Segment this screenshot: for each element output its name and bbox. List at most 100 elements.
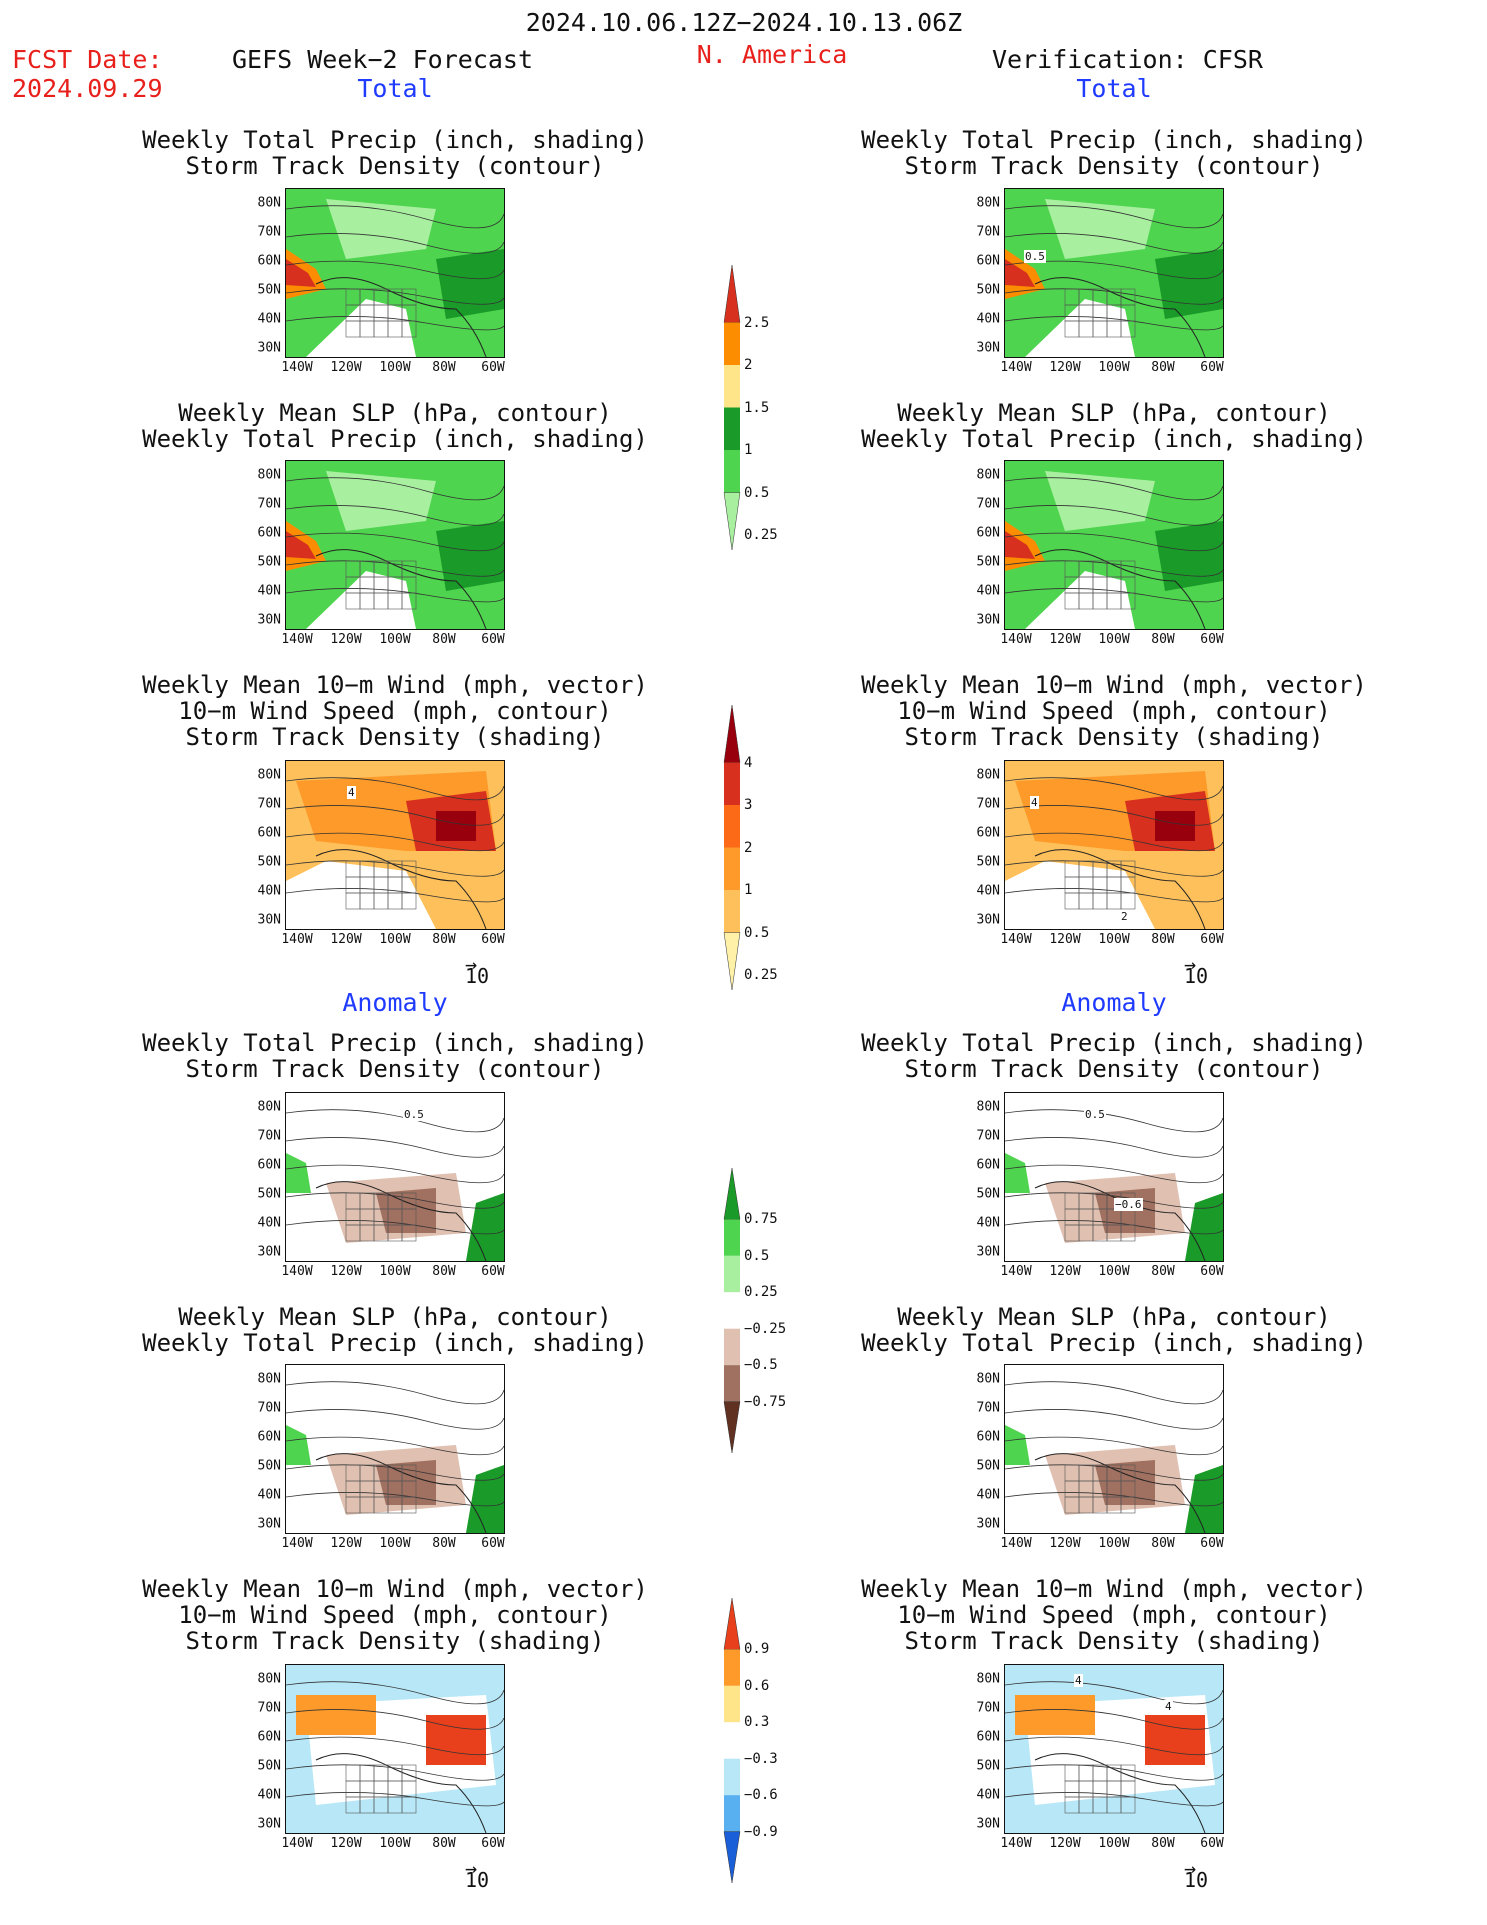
colorbar-cap <box>723 705 741 763</box>
contour-line <box>1005 888 1223 903</box>
lat-tick-label: 40N <box>976 883 1000 899</box>
state-border <box>1092 320 1108 338</box>
lon-tick-label: 100W <box>1098 1536 1130 1551</box>
contour-line <box>286 860 504 877</box>
lat-tick-label: 50N <box>257 554 281 570</box>
panel-title-line: 10−m Wind Speed (mph, contour) <box>897 697 1331 725</box>
lon-tick-label: 80W <box>432 1536 456 1551</box>
colorbar-segment <box>724 1255 740 1293</box>
map-svg <box>286 1093 504 1261</box>
lat-tick-label: 70N <box>257 496 281 512</box>
lon-tick-label: 120W <box>1049 360 1081 375</box>
lat-tick-label: 30N <box>976 1516 1000 1532</box>
contour-line <box>286 505 504 526</box>
panel-title-line: 10−m Wind Speed (mph, contour) <box>178 697 612 725</box>
colorbar-label: 2.5 <box>744 314 770 331</box>
colorbar-segment <box>724 407 740 450</box>
map-svg <box>1005 189 1223 357</box>
panel-title-line: Weekly Mean 10−m Wind (mph, vector) <box>142 1575 648 1603</box>
contour-line <box>286 1464 504 1481</box>
lon-tick-label: 60W <box>1200 632 1224 647</box>
verification-label: Verification: CFSR <box>992 45 1263 74</box>
map-svg <box>1005 1665 1223 1833</box>
lon-tick-label: 140W <box>1000 360 1032 375</box>
panel-title-line: Weekly Mean 10−m Wind (mph, vector) <box>861 671 1367 699</box>
contour-line <box>1005 1709 1223 1730</box>
contour-line <box>286 1681 504 1705</box>
panel-title: Weekly Total Precip (inch, shading) Storm… <box>142 127 648 179</box>
state-border <box>1120 320 1136 338</box>
state-border <box>1092 304 1108 322</box>
colorbar-label: −0.9 <box>744 1823 778 1840</box>
lat-tick-label: 60N <box>257 1729 281 1745</box>
colorbar-segment <box>724 1649 740 1686</box>
vector-arrow-icon: → <box>1184 952 1197 976</box>
colorbar-label: −0.5 <box>744 1357 778 1374</box>
state-border <box>1078 592 1094 610</box>
contour-line <box>286 1736 504 1756</box>
lon-tick-label: 120W <box>330 1536 362 1551</box>
state-border <box>1092 892 1108 910</box>
lon-tick-label: 80W <box>1151 1536 1175 1551</box>
colorbar-label: 3 <box>744 797 753 813</box>
contour-line <box>286 233 504 254</box>
lat-tick-label: 70N <box>976 1128 1000 1144</box>
shade-region <box>286 1153 311 1193</box>
state-border <box>1078 576 1094 594</box>
section-anomaly-right: Anomaly <box>1061 988 1167 1017</box>
state-border <box>1078 892 1094 910</box>
contour-line <box>1005 1436 1223 1456</box>
lon-tick-label: 60W <box>1200 1836 1224 1851</box>
lat-tick-label: 30N <box>257 912 281 928</box>
colorbar-cap <box>723 1401 741 1453</box>
lon-tick-label: 80W <box>1151 632 1175 647</box>
colorbar-label: 2 <box>744 839 753 856</box>
contour-line <box>1005 1736 1223 1756</box>
contour-annotation: 0.5 <box>403 1108 425 1121</box>
state-border <box>1120 1796 1136 1814</box>
lat-tick-label: 50N <box>976 282 1000 298</box>
panel-title-line: Weekly Total Precip (inch, shading) <box>142 425 648 453</box>
lon-tick-label: 100W <box>1098 1264 1130 1279</box>
lat-tick-label: 50N <box>257 1458 281 1474</box>
lat-tick-label: 80N <box>257 195 281 211</box>
lon-tick-label: 100W <box>379 360 411 375</box>
colorbar-svg <box>723 705 741 990</box>
lat-tick-label: 40N <box>976 1215 1000 1231</box>
state-border <box>1092 576 1108 594</box>
contour-line <box>1005 205 1223 229</box>
lon-tick-label: 140W <box>281 1836 313 1851</box>
colorbar-cap <box>723 1831 741 1883</box>
lat-tick-label: 60N <box>257 825 281 841</box>
forecast-title: GEFS Week−2 Forecast <box>232 45 534 74</box>
colorbar-label: 1.5 <box>744 399 770 416</box>
panel-title-line: Storm Track Density (contour) <box>904 1055 1324 1083</box>
lat-tick-label: 70N <box>257 1700 281 1716</box>
lat-tick-label: 30N <box>976 1816 1000 1832</box>
state-border <box>373 576 389 594</box>
contour-line <box>1005 1409 1223 1430</box>
lat-tick-label: 80N <box>976 1099 1000 1115</box>
contour-line <box>286 260 504 280</box>
colorbar-segment <box>724 762 740 805</box>
contour-line <box>1005 1464 1223 1481</box>
lon-tick-label: 140W <box>1000 1536 1032 1551</box>
colorbar-svg <box>723 1598 741 1883</box>
lat-tick-label: 40N <box>257 1215 281 1231</box>
lon-tick-label: 60W <box>1200 1536 1224 1551</box>
lat-tick-label: 70N <box>976 496 1000 512</box>
panel-title-line: Weekly Total Precip (inch, shading) <box>861 1329 1367 1357</box>
shade-region <box>1005 259 1035 287</box>
lon-tick-label: 80W <box>1151 1264 1175 1279</box>
panel-title: Weekly Mean SLP (hPa, contour) Weekly Tot… <box>142 400 648 452</box>
colorbar-label: −0.75 <box>744 1393 787 1410</box>
panel-title-line: Weekly Total Precip (inch, shading) <box>142 126 648 154</box>
lat-tick-label: 40N <box>976 1487 1000 1503</box>
contour-line <box>1005 1164 1223 1184</box>
contour-line <box>1005 805 1223 826</box>
lon-tick-label: 140W <box>1000 1836 1032 1851</box>
panel-title-line: Storm Track Density (shading) <box>185 1627 605 1655</box>
lat-tick-label: 60N <box>257 1157 281 1173</box>
lat-tick-label: 80N <box>976 195 1000 211</box>
lat-tick-label: 30N <box>257 1516 281 1532</box>
